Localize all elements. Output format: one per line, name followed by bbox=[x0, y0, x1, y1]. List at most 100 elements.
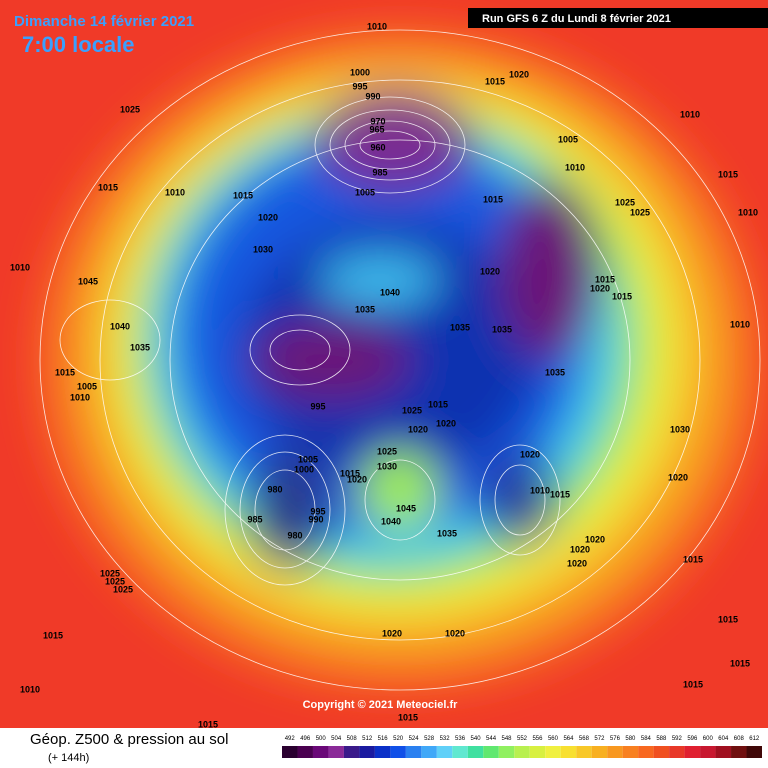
isobar-label: 995 bbox=[310, 401, 325, 411]
isobar-label: 1020 bbox=[480, 266, 500, 276]
isobar-label: 1010 bbox=[680, 109, 700, 119]
colorbar-label: 596 bbox=[687, 736, 698, 742]
colorbar-label: 496 bbox=[300, 736, 311, 742]
isobar-label: 1005 bbox=[355, 187, 375, 197]
colorbar-swatch bbox=[669, 746, 685, 758]
isobar-label: 1000 bbox=[294, 464, 314, 474]
isobar-label: 1030 bbox=[377, 461, 397, 471]
colorbar-swatch bbox=[638, 746, 654, 758]
footer-subtitle: (+ 144h) bbox=[48, 752, 89, 764]
isobar-label: 1015 bbox=[485, 76, 505, 86]
colorbar-label: 592 bbox=[672, 736, 683, 742]
isobar-label: 1015 bbox=[98, 182, 118, 192]
isobar-label: 1025 bbox=[105, 576, 125, 586]
isobar-label: 1000 bbox=[350, 67, 370, 77]
colorbar-label: 588 bbox=[656, 736, 667, 742]
isobar-label: 1020 bbox=[382, 628, 402, 638]
isobar-label: 1015 bbox=[198, 719, 218, 729]
isobar-label: 1040 bbox=[110, 321, 130, 331]
colorbar-label: 520 bbox=[393, 736, 404, 742]
isobar-label: 1020 bbox=[408, 424, 428, 434]
colorbar-swatch bbox=[405, 746, 422, 758]
isobar-label: 1025 bbox=[402, 405, 422, 415]
colorbar-swatch bbox=[607, 746, 623, 758]
colorbar-swatch bbox=[731, 746, 747, 758]
run-banner bbox=[468, 8, 768, 28]
isobar-label: 1015 bbox=[233, 190, 253, 200]
isobar-label: 990 bbox=[365, 91, 380, 101]
isobar-label: 1010 bbox=[165, 187, 185, 197]
isobar-label: 1020 bbox=[509, 69, 529, 79]
colorbar-label: 500 bbox=[316, 736, 327, 742]
isobar-label: 990 bbox=[308, 514, 323, 524]
isobar-label: 1020 bbox=[347, 474, 367, 484]
colorbar-swatch bbox=[483, 746, 499, 758]
colorbar-label: 608 bbox=[734, 736, 745, 742]
colorbar-swatch bbox=[421, 746, 437, 758]
colorbar-swatch bbox=[343, 746, 360, 758]
isobar-label: 1035 bbox=[355, 304, 375, 314]
isobar-label: 1010 bbox=[367, 21, 387, 31]
colorbar-swatch bbox=[328, 746, 344, 758]
colorbar: 492 496 500 504 508 512 516 520 524 528 532 536 540 5… bbox=[282, 736, 762, 758]
isobar-label: 1020 bbox=[258, 212, 278, 222]
colorbar-swatch bbox=[467, 746, 484, 758]
isobar-label: 1010 bbox=[70, 392, 90, 402]
colorbar-swatch bbox=[297, 746, 313, 758]
isobar-label: 1020 bbox=[668, 472, 688, 482]
colorbar-swatch bbox=[312, 746, 329, 758]
colorbar-label: 544 bbox=[486, 736, 497, 742]
colorbar-swatch bbox=[560, 746, 577, 758]
isobar-label: 1015 bbox=[595, 274, 615, 284]
isobar-label: 985 bbox=[247, 514, 262, 524]
colorbar-swatch bbox=[576, 746, 592, 758]
isobar-label: 980 bbox=[287, 530, 302, 540]
colorbar-swatch bbox=[622, 746, 639, 758]
colorbar-label: 604 bbox=[718, 736, 729, 742]
colorbar-swatch bbox=[653, 746, 670, 758]
colorbar-swatch bbox=[374, 746, 391, 758]
colorbar-label: 572 bbox=[594, 736, 605, 742]
isobar-label: 1015 bbox=[683, 554, 703, 564]
isobar-label: 1025 bbox=[377, 446, 397, 456]
isobar-label: 1015 bbox=[428, 399, 448, 409]
isobar-label: 1030 bbox=[670, 424, 690, 434]
isobar-label: 1020 bbox=[570, 544, 590, 554]
isobar-label: 1010 bbox=[730, 319, 750, 329]
colorbar-label: 540 bbox=[471, 736, 482, 742]
isobar-label: 1035 bbox=[437, 528, 457, 538]
isobar-label: 1040 bbox=[380, 287, 400, 297]
run-info: Run GFS 6 Z du Lundi 8 février 2021 bbox=[482, 13, 671, 25]
colorbar-label: 568 bbox=[579, 736, 590, 742]
isobar-label: 1015 bbox=[55, 367, 75, 377]
colorbar-label: 504 bbox=[331, 736, 342, 742]
isobar-label: 1040 bbox=[381, 516, 401, 526]
colorbar-label: 576 bbox=[610, 736, 621, 742]
isobar-label: 1035 bbox=[450, 322, 470, 332]
isobar-label: 1020 bbox=[590, 283, 610, 293]
colorbar-swatch bbox=[282, 746, 298, 758]
isobar-label: 1015 bbox=[718, 614, 738, 624]
isobar-label: 995 bbox=[310, 506, 325, 516]
isobar-label: 1020 bbox=[567, 558, 587, 568]
isobar-label: 960 bbox=[370, 142, 385, 152]
isobar-label: 980 bbox=[267, 484, 282, 494]
forecast-date: Dimanche 14 février 2021 bbox=[14, 13, 194, 30]
isobar-label: 1015 bbox=[43, 630, 63, 640]
isobar-label: 1020 bbox=[520, 449, 540, 459]
isobar-label: 1035 bbox=[130, 342, 150, 352]
colorbar-label: 492 bbox=[285, 736, 296, 742]
isobar-label: 1020 bbox=[436, 418, 456, 428]
colorbar-label: 508 bbox=[347, 736, 358, 742]
isobar-label: 1005 bbox=[558, 134, 578, 144]
isobar-label: 1025 bbox=[100, 568, 120, 578]
isobar-label: 1015 bbox=[550, 489, 570, 499]
colorbar-swatch bbox=[700, 746, 716, 758]
isobar-label: 1005 bbox=[77, 381, 97, 391]
colorbar-swatch bbox=[529, 746, 546, 758]
colorbar-label: 564 bbox=[563, 736, 574, 742]
isobar-labels: 1010101510201010102510009959909709659609… bbox=[10, 21, 758, 729]
colorbar-swatch bbox=[390, 746, 406, 758]
isobar-label: 1030 bbox=[253, 244, 273, 254]
